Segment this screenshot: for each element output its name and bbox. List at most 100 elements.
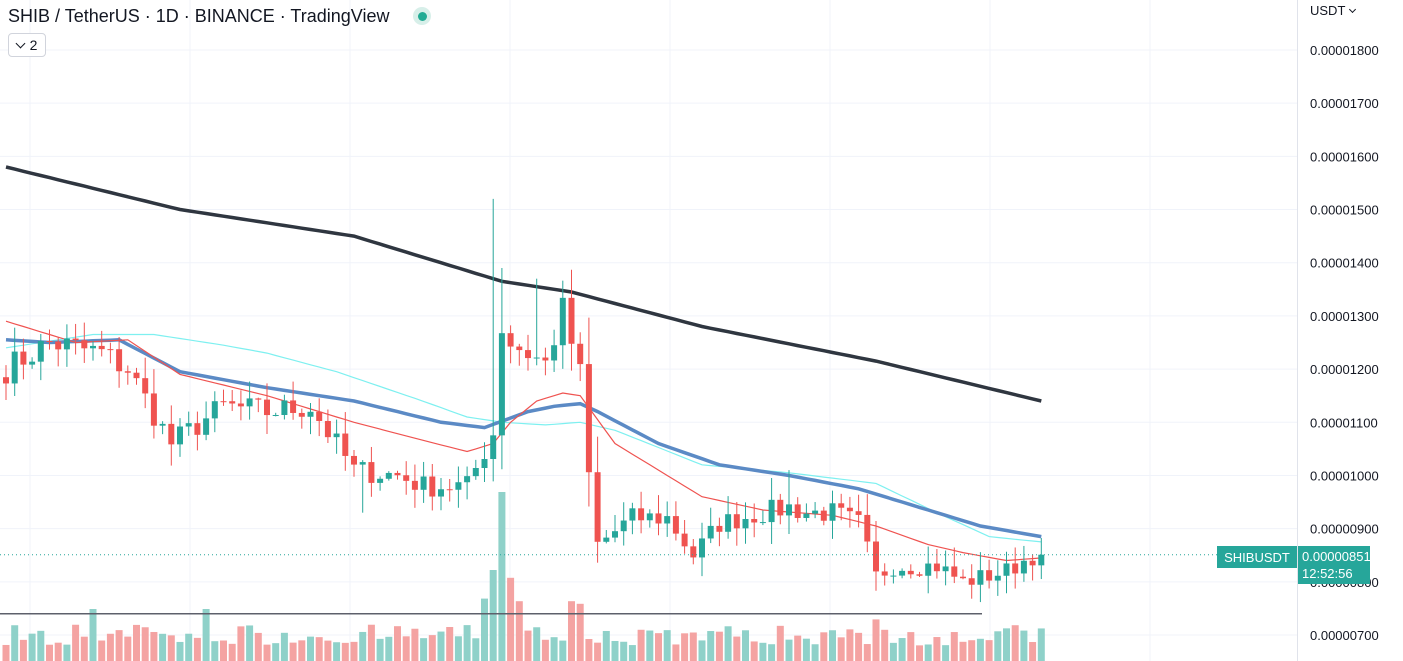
candle-body (377, 478, 384, 483)
volume-bar (37, 630, 45, 661)
candle-body (72, 338, 79, 341)
volume-bar (550, 637, 558, 661)
volume-bar (707, 631, 715, 661)
candle-body (90, 345, 96, 349)
candle-body (1003, 563, 1010, 576)
volume-bar (428, 635, 436, 661)
volume-bar (481, 598, 488, 661)
volume-bar (324, 640, 332, 661)
chevron-down-icon (15, 38, 26, 48)
candle-body (98, 345, 105, 350)
candle-body (742, 518, 749, 529)
currency-selector[interactable]: USDT (1310, 3, 1357, 18)
volume-bar (106, 633, 114, 661)
candle-body (994, 575, 1001, 581)
candle-body (551, 345, 558, 361)
currency-label: USDT (1310, 3, 1346, 18)
volume-bar (246, 625, 254, 661)
candle-body (116, 349, 123, 372)
volume-bar (585, 639, 593, 661)
candle-body (229, 401, 236, 404)
volume-bar (446, 627, 454, 661)
candle-body (472, 468, 479, 477)
candle-body (803, 513, 810, 518)
candle-body (203, 418, 210, 435)
candle-body (638, 508, 645, 521)
candle-body (812, 510, 819, 514)
candle-body (768, 499, 775, 523)
volume-bar (602, 630, 610, 661)
candle-body (446, 489, 453, 491)
volume-bar (150, 631, 158, 661)
candle-body (150, 393, 157, 426)
volume-bar (785, 639, 793, 661)
volume-bar (254, 632, 262, 661)
volume-bar (994, 631, 1002, 661)
candle-body (438, 489, 444, 497)
price-tick-label: 0.00001000 (1310, 468, 1379, 483)
volume-bar (350, 641, 358, 661)
candle-body (351, 455, 357, 465)
volume-bar (594, 642, 602, 661)
candle-body (11, 351, 18, 384)
volume-bar (742, 630, 749, 661)
chart-title[interactable]: SHIB / TetherUS · 1D · BINANCE · Trading… (8, 5, 390, 26)
price-tick-label: 0.00001400 (1310, 256, 1379, 271)
candle-body (899, 570, 906, 576)
volume-bar (54, 642, 62, 661)
candle-body (177, 426, 183, 445)
candle-body (316, 411, 323, 421)
candle-body (342, 433, 349, 456)
ma-200-line (5, 165, 1042, 403)
candle-body (942, 566, 949, 572)
candle-body (507, 333, 514, 347)
candle-body (612, 531, 618, 538)
candle-body (655, 513, 662, 524)
candle-body (255, 398, 262, 400)
candle-body (725, 514, 732, 532)
candle-body (699, 538, 705, 558)
volume-bar (663, 630, 671, 661)
volume-bar (637, 629, 645, 661)
volume-bar (794, 635, 802, 661)
chevron-down-icon (1349, 5, 1357, 13)
candle-body (664, 516, 671, 524)
candle-body (3, 377, 9, 384)
volume-bar (220, 640, 227, 661)
volume-bar (924, 644, 932, 661)
candle-body (411, 480, 418, 490)
candle-body (864, 514, 871, 542)
price-tick-label: 0.00001300 (1310, 309, 1379, 324)
volume-bar (228, 643, 236, 661)
volume-bar (672, 644, 680, 661)
candle-body (37, 341, 44, 362)
volume-bar (628, 645, 636, 661)
candle-body (794, 504, 801, 518)
candle-body (829, 503, 836, 521)
last-price-value: 0.00000851 (1302, 549, 1371, 564)
indicators-toggle-button[interactable]: 2 (8, 33, 46, 57)
volume-bar (237, 626, 245, 661)
volume-bar (576, 603, 584, 661)
candle-body (707, 525, 714, 539)
volume-bar (681, 633, 689, 661)
volume-bar (185, 633, 193, 661)
volume-bar (611, 640, 619, 661)
volume-bar (724, 626, 732, 661)
price-tick-label: 0.00001800 (1310, 43, 1379, 58)
volume-bar (1037, 628, 1045, 661)
candle-body (751, 518, 758, 523)
candle-body (786, 504, 792, 516)
volume-bar (811, 644, 819, 661)
candle-body (881, 571, 888, 576)
volume-bar (559, 640, 567, 661)
price-tick-label: 0.00001600 (1310, 149, 1379, 164)
volume-bar (472, 638, 480, 661)
candle-body (542, 357, 549, 361)
candle-body (533, 357, 540, 359)
candle-body (429, 476, 436, 497)
candle-body (933, 563, 940, 572)
volume-bar (568, 601, 575, 661)
candle-body (63, 338, 70, 350)
